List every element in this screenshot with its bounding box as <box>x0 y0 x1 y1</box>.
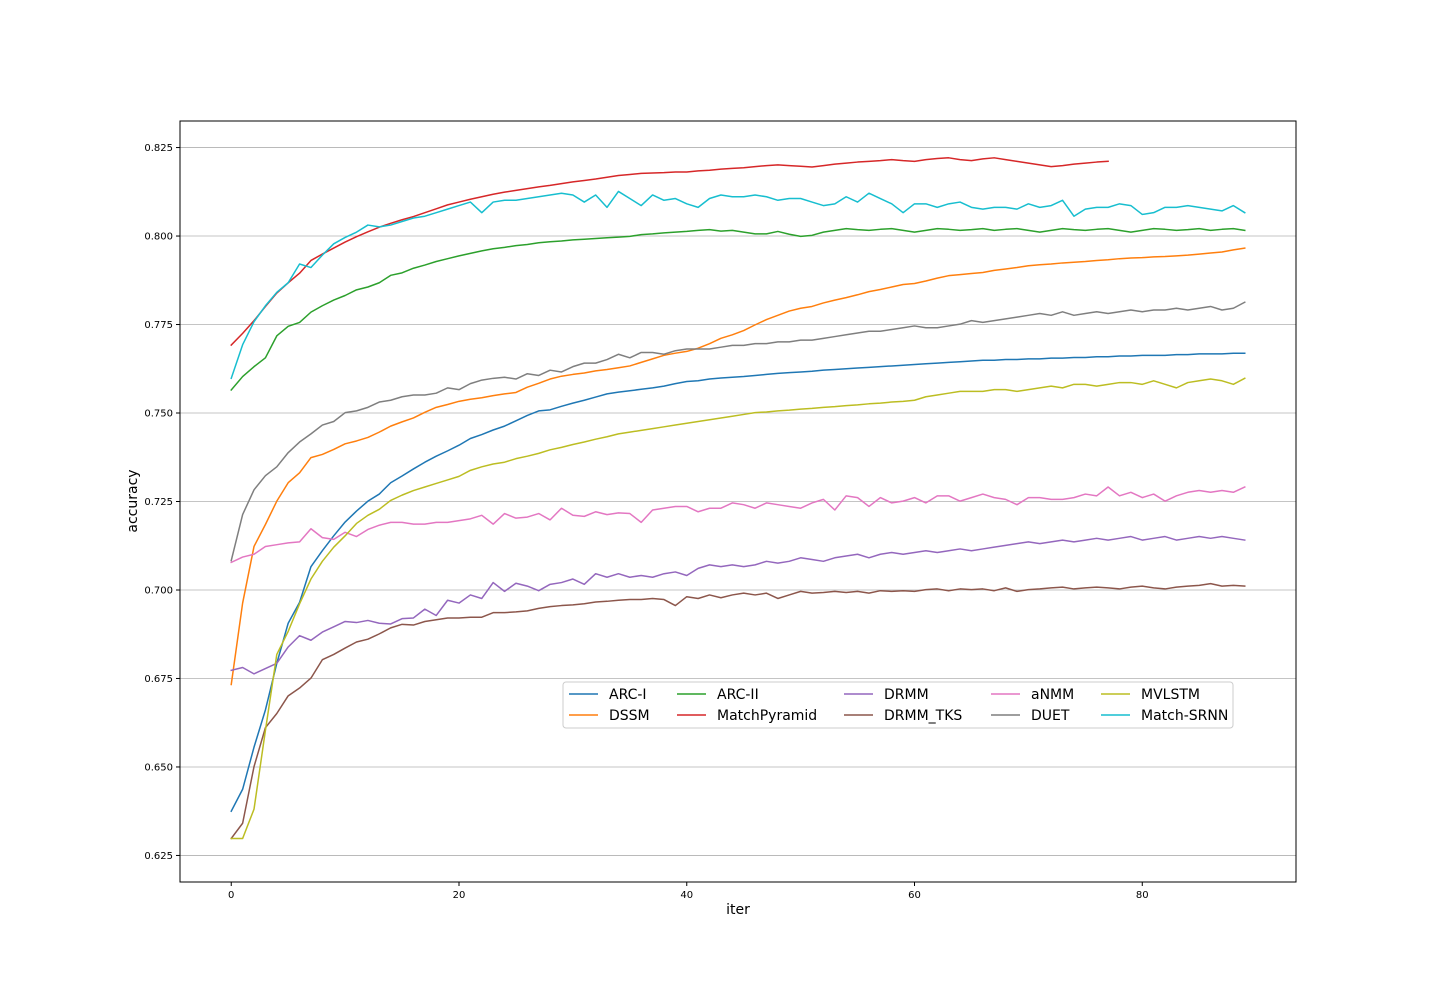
x-tick-label: 60 <box>908 890 921 901</box>
y-tick-label: 0.675 <box>144 674 173 685</box>
legend-label-matchpyramid: MatchPyramid <box>717 708 817 724</box>
y-tick-label: 0.625 <box>144 851 173 862</box>
x-tick-label: 20 <box>453 890 466 901</box>
x-tick-label: 0 <box>228 890 234 901</box>
series-line-arc-i <box>230 352 1246 813</box>
y-tick-label: 0.825 <box>144 143 173 154</box>
y-axis-label: accuracy <box>125 469 141 532</box>
series-line-match-srnn <box>230 190 1246 380</box>
y-axis-ticks: 0.625 0.650 0.675 0.700 0.725 0.750 0.775 0.800… <box>144 143 180 862</box>
series-line-drmm <box>230 535 1246 675</box>
legend-label-dssm: DSSM <box>609 708 650 724</box>
series-line-mvlstm <box>230 377 1246 840</box>
series-line-anmm <box>230 485 1246 564</box>
series-line-dssm <box>230 247 1246 686</box>
y-tick-label: 0.800 <box>144 232 173 243</box>
x-axis-label: iter <box>726 902 750 918</box>
series-lines <box>230 157 1246 840</box>
y-tick-label: 0.725 <box>144 497 173 508</box>
y-tick-label: 0.650 <box>144 762 173 773</box>
legend-label-match-srnn: Match-SRNN <box>1141 708 1228 724</box>
legend-label-arc-ii: ARC-II <box>717 687 759 703</box>
x-tick-label: 40 <box>680 890 693 901</box>
series-line-matchpyramid <box>230 157 1109 347</box>
series-line-drmm-tks <box>230 582 1246 840</box>
legend-label-drmm-tks: DRMM_TKS <box>884 708 962 724</box>
legend-frame <box>562 681 1234 729</box>
y-tick-label: 0.700 <box>144 585 173 596</box>
x-tick-label: 80 <box>1136 890 1149 901</box>
legend-label-duet: DUET <box>1031 708 1070 724</box>
legend-label-anmm: aNMM <box>1031 687 1074 703</box>
series-line-duet <box>230 301 1246 562</box>
legend-label-arc-i: ARC-I <box>609 687 647 703</box>
legend-label-drmm: DRMM <box>884 687 929 703</box>
x-axis-ticks: 0 20 40 60 80 <box>228 882 1149 901</box>
legend: ARC-I DSSM ARC-II MatchPyramid DRMM DRMM_TKS a… <box>562 681 1234 729</box>
legend-label-mvlstm: MVLSTM <box>1141 687 1200 703</box>
grid-lines <box>180 147 1296 856</box>
y-tick-label: 0.775 <box>144 320 173 331</box>
y-tick-label: 0.750 <box>144 409 173 420</box>
series-line-arc-ii <box>230 227 1246 392</box>
